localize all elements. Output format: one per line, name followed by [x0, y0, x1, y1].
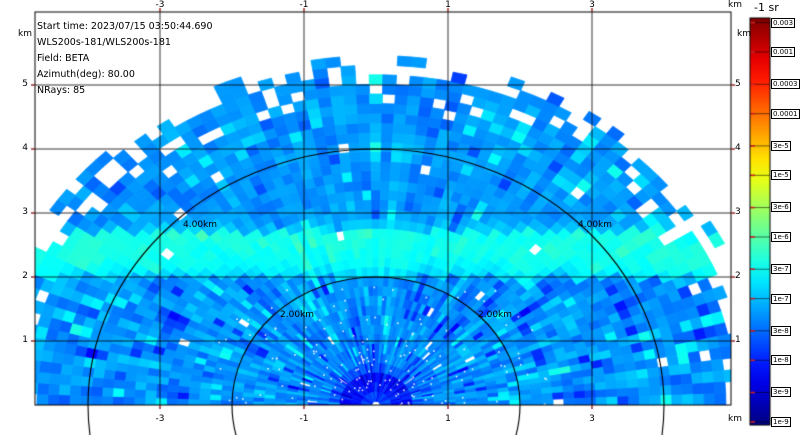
x-tick-label-top: -3: [155, 0, 165, 10]
y-tick-label-left: 4: [22, 143, 28, 153]
x-tick-label-bottom: 1: [445, 414, 451, 424]
colorbar-tick-label: 1e-9: [771, 417, 791, 427]
y-tick-label-right: 2: [735, 271, 741, 281]
y-tick-label-right: 3: [735, 207, 741, 217]
azimuth-label: Azimuth(deg): 80.00: [37, 69, 135, 80]
y-tick-label-right: 4: [735, 143, 741, 153]
colorbar-tick-label: 3e-8: [771, 326, 791, 336]
colorbar-tick-label: 1e-8: [771, 355, 791, 365]
colorbar-tick-label: 3e-6: [771, 202, 791, 212]
y-tick-label-left: 3: [22, 207, 28, 217]
left-axis-unit-label: km: [18, 29, 32, 39]
bottom-axis-unit-label: km: [728, 414, 742, 424]
colorbar-tick-label: 0.0001: [771, 109, 800, 119]
top-axis-unit-label: km: [728, 0, 742, 10]
colorbar-tick-label: 3e-9: [771, 387, 791, 397]
x-tick-label-top: 3: [589, 0, 595, 10]
colorbar-tick-label: 1e-7: [771, 294, 791, 304]
colorbar-tick-label: 0.001: [771, 47, 796, 57]
scan-info-panel: Start time: 2023/07/15 03:50:44.690 WLS2…: [37, 19, 213, 99]
colorbar-tick-label: 0.003: [771, 18, 796, 28]
right-axis-unit-label: km: [737, 29, 751, 39]
colorbar-title: -1 sr: [754, 1, 779, 14]
x-tick-label-bottom: 3: [589, 414, 595, 424]
instrument-label: WLS200s-181/WLS200s-181: [37, 37, 171, 48]
field-label: Field: BETA: [37, 53, 90, 64]
x-tick-label-bottom: -3: [155, 414, 165, 424]
range-ring-label-4km: 4.00km: [578, 220, 613, 230]
nrays-label: NRays: 85: [37, 85, 86, 96]
colorbar-tick-label: 3e-7: [771, 264, 791, 274]
range-ring-label-2km: 2.00km: [478, 310, 513, 320]
x-tick-label-top: 1: [445, 0, 451, 10]
colorbar-tick-label: 0.0003: [771, 79, 800, 89]
x-tick-label-bottom: -1: [299, 414, 309, 424]
y-tick-label-right: 5: [735, 79, 741, 89]
y-tick-label-left: 2: [22, 271, 28, 281]
x-tick-label-top: -1: [299, 0, 309, 10]
y-tick-label-left: 5: [22, 79, 28, 89]
range-ring-label-2km: 2.00km: [280, 310, 315, 320]
colorbar-tick-label: 1e-5: [771, 170, 791, 180]
range-ring-label-4km: 4.00km: [183, 220, 218, 230]
colorbar-tick-label: 3e-5: [771, 141, 791, 151]
y-tick-label-left: 1: [22, 335, 28, 345]
colorbar-tick-label: 1e-6: [771, 232, 791, 242]
y-tick-label-right: 1: [735, 335, 741, 345]
start-time-label: Start time: 2023/07/15 03:50:44.690: [37, 21, 213, 32]
